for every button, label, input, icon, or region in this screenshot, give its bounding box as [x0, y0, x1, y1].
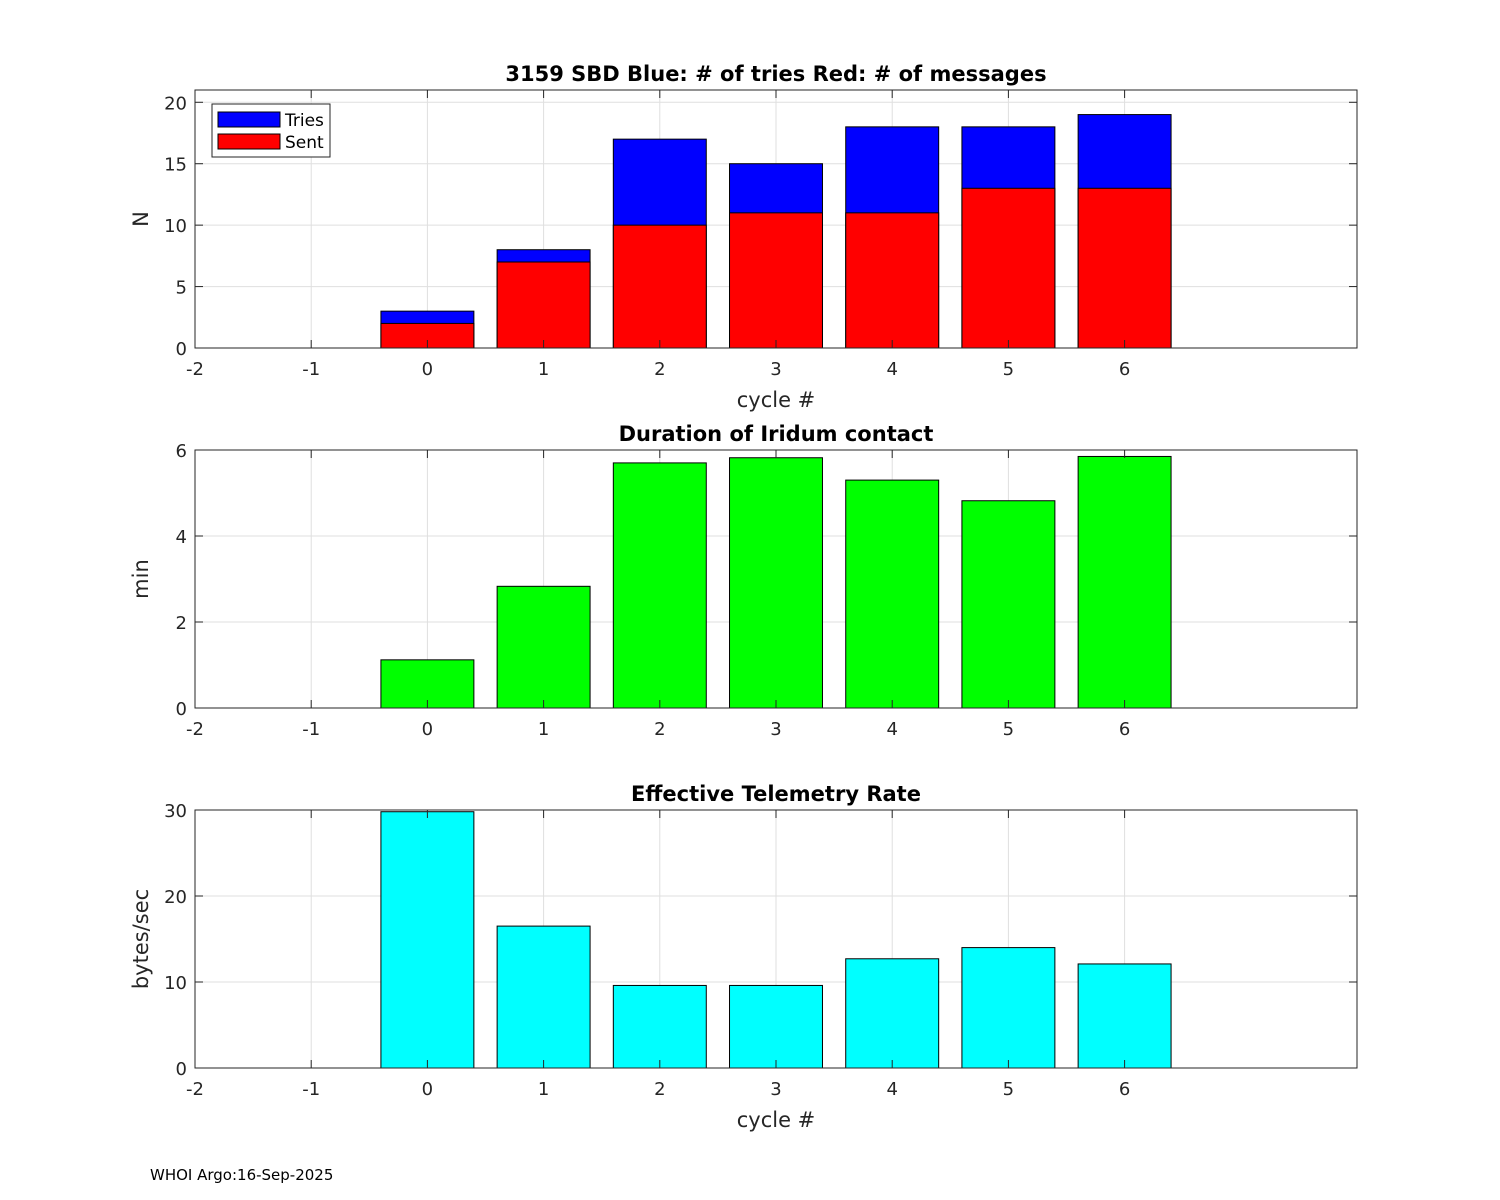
y-tick-label: 0 [176, 339, 187, 360]
y-tick-label: 20 [164, 93, 187, 114]
x-tick-label: -2 [186, 719, 204, 740]
bar-sent-5 [961, 187, 1056, 349]
x-tick-label: 1 [538, 359, 549, 380]
x-tick-label: 2 [654, 1079, 665, 1100]
y-axis-label: min [129, 559, 153, 599]
bar-duration-3 [729, 457, 823, 709]
y-tick-label: 15 [164, 155, 187, 176]
y-tick-label: 30 [164, 801, 187, 822]
bar-rate-5 [961, 947, 1056, 1069]
bar-sent-4 [845, 212, 940, 349]
x-tick-label: 6 [1119, 359, 1130, 380]
x-tick-label: 6 [1119, 1079, 1130, 1100]
bar-rate-0 [380, 811, 475, 1069]
bar-sent-6 [1077, 187, 1172, 349]
x-tick-label: 3 [770, 719, 781, 740]
chart-3: -2 -1 0 1 2 3 4 5 6 0 10 20 30 Effective Telemetry Ra… [129, 782, 1358, 1132]
x-tick-label: 0 [422, 719, 433, 740]
x-tick-label: 0 [422, 359, 433, 380]
x-tick-label: 5 [1003, 1079, 1014, 1100]
bar-rate-2 [612, 984, 707, 1069]
bar-duration-5 [961, 500, 1056, 709]
chart-title: Duration of Iridum contact [619, 422, 934, 446]
y-tick-label: 5 [176, 278, 187, 299]
x-tick-label: 4 [886, 719, 897, 740]
x-tick-label: 3 [770, 1079, 781, 1100]
bar-duration-6 [1077, 455, 1172, 709]
x-tick-label: 2 [654, 359, 665, 380]
footer-text: WHOI Argo:16-Sep-2025 [150, 1166, 334, 1184]
x-tick-label: -1 [302, 719, 320, 740]
x-tick-label: 6 [1119, 719, 1130, 740]
bar-rate-4 [845, 958, 940, 1069]
x-tick-label: -1 [302, 359, 320, 380]
chart-1: -2 -1 0 1 2 3 4 5 6 0 5 10 15 20 3159 SBD Blue: # of t… [129, 62, 1358, 412]
y-axis-label: bytes/sec [129, 889, 153, 989]
y-tick-label: 10 [164, 216, 187, 237]
x-tick-label: 4 [886, 359, 897, 380]
x-tick-label: 5 [1003, 359, 1014, 380]
y-tick-label: 6 [176, 441, 187, 462]
bar-rate-6 [1077, 963, 1172, 1069]
bar-sent-1 [496, 261, 591, 349]
x-axis-label: cycle # [737, 388, 816, 412]
bar-duration-2 [612, 462, 707, 709]
x-tick-label: 5 [1003, 719, 1014, 740]
chart-2: -2 -1 0 1 2 3 4 5 6 0 2 4 6 Duration of Iridum contac… [129, 422, 1358, 740]
bar-sent-3 [729, 212, 823, 349]
chart-title: 3159 SBD Blue: # of tries Red: # of mess… [505, 62, 1046, 86]
x-tick-label: -2 [186, 359, 204, 380]
y-tick-label: 10 [164, 973, 187, 994]
bar-rate-1 [496, 925, 591, 1069]
chart-title: Effective Telemetry Rate [631, 782, 921, 806]
x-axis-label: cycle # [737, 1108, 816, 1132]
x-tick-label: -2 [186, 1079, 204, 1100]
x-tick-label: 0 [422, 1079, 433, 1100]
legend-label-sent: Sent [285, 133, 324, 153]
y-tick-label: 0 [176, 699, 187, 720]
x-tick-label: -1 [302, 1079, 320, 1100]
y-tick-label: 20 [164, 887, 187, 908]
bar-duration-4 [845, 479, 940, 709]
x-tick-label: 3 [770, 359, 781, 380]
y-tick-label: 2 [176, 613, 187, 634]
legend-swatch-sent [217, 133, 281, 150]
y-tick-label: 0 [176, 1059, 187, 1080]
y-tick-label: 4 [176, 527, 187, 548]
x-tick-label: 2 [654, 719, 665, 740]
bar-rate-3 [729, 984, 823, 1069]
bar-sent-2 [612, 224, 707, 349]
x-tick-label: 1 [538, 719, 549, 740]
legend-swatch-tries [217, 111, 281, 128]
bar-duration-1 [496, 585, 591, 709]
y-axis-label: N [129, 211, 153, 227]
bar-duration-0 [380, 659, 475, 709]
x-tick-label: 1 [538, 1079, 549, 1100]
legend-label-tries: Tries [284, 111, 324, 131]
x-tick-label: 4 [886, 1079, 897, 1100]
